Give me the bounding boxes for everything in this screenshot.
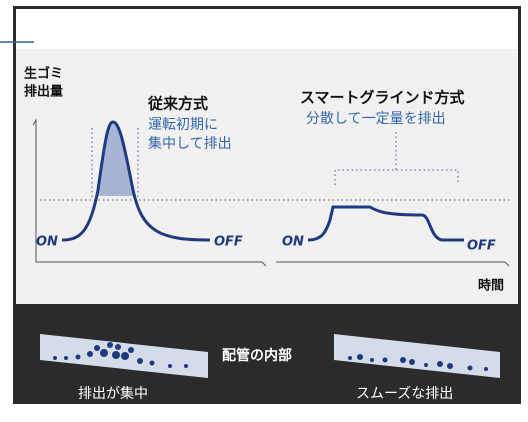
y-axis-label: 排出量 <box>24 84 63 100</box>
pipe-right <box>334 334 500 378</box>
pipe-caption: スムーズな排出 <box>356 386 453 402</box>
top-band <box>16 9 518 49</box>
pipe-label: 配管の内部 <box>222 347 292 364</box>
axes <box>32 118 267 267</box>
conventional-description: 運転初期に <box>148 116 218 133</box>
off-label: OFF <box>214 235 243 250</box>
smart-curve <box>307 205 464 242</box>
off-label: OFF <box>467 239 496 254</box>
conventional-title: 従来方式 <box>147 95 208 113</box>
smart-description: 分散して一定量を排出 <box>306 111 446 127</box>
graph-panel <box>16 49 518 304</box>
on-label: ON <box>36 235 58 250</box>
pipe-caption: 排出が集中 <box>78 385 148 402</box>
smart-title: スマートグラインド方式 <box>300 89 465 107</box>
x-axis-arrow <box>504 261 510 267</box>
bracket <box>334 169 459 185</box>
conventional-curve <box>61 120 211 242</box>
x-axis-label: 時間 <box>478 278 504 294</box>
particles-right <box>348 354 488 371</box>
particles-left <box>53 342 188 368</box>
on-label: ON <box>282 235 304 250</box>
y-axis-label: 生ゴミ <box>24 66 63 82</box>
conventional-description: 集中して排出 <box>148 135 232 152</box>
